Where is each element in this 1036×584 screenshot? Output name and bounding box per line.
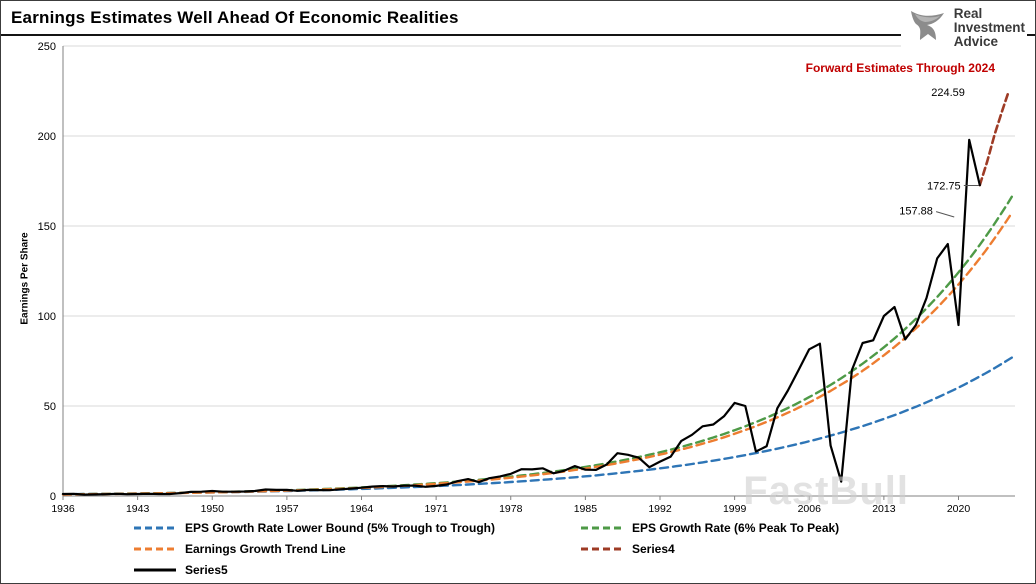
legend-swatch xyxy=(134,547,176,550)
x-tick-label: 1936 xyxy=(51,503,75,515)
x-tick-label: 1978 xyxy=(499,503,523,515)
x-tick-label: 2013 xyxy=(872,503,896,515)
value-label: 172.75 xyxy=(927,181,961,193)
y-tick-label: 0 xyxy=(50,491,56,503)
x-tick-label: 1992 xyxy=(648,503,672,515)
legend-swatch xyxy=(581,547,623,550)
y-axis-title: Earnings Per Share xyxy=(19,232,31,325)
logo-text: Real Investment Advice xyxy=(953,6,1025,50)
series-line xyxy=(61,138,981,496)
legend-item: Series4 xyxy=(580,541,839,556)
legend-item: EPS Growth Rate Lower Bound (5% Trough t… xyxy=(133,520,580,535)
legend-swatch xyxy=(134,568,176,571)
x-tick-label: 1964 xyxy=(350,503,374,515)
legend-item: Series5 xyxy=(133,562,580,577)
x-tick-label: 2020 xyxy=(947,503,971,515)
x-tick-label: 1985 xyxy=(574,503,598,515)
x-tick-label: 1943 xyxy=(126,503,150,515)
header-divider xyxy=(1,34,1035,36)
x-tick-label: 1971 xyxy=(424,503,448,515)
legend-item: EPS Growth Rate (6% Peak To Peak) xyxy=(580,520,839,535)
logo-line3: Advice xyxy=(953,34,998,50)
legend-label: Series5 xyxy=(185,562,228,577)
value-label: 224.59 xyxy=(931,87,965,99)
y-tick-label: 200 xyxy=(38,131,56,143)
value-label-leader xyxy=(935,211,955,218)
legend-swatch xyxy=(581,526,623,529)
x-tick-label: 1999 xyxy=(723,503,747,515)
x-tick-label: 1950 xyxy=(201,503,225,515)
y-tick-label: 50 xyxy=(44,401,56,413)
legend-swatch xyxy=(134,526,176,529)
watermark: FastBull xyxy=(743,469,909,513)
logo-line2: Investment xyxy=(953,20,1025,36)
y-tick-label: 150 xyxy=(38,221,56,233)
series-line xyxy=(61,195,1013,496)
y-tick-label: 100 xyxy=(38,311,56,323)
legend-label: Series4 xyxy=(632,541,675,556)
eagle-icon xyxy=(909,9,947,48)
legend-label: EPS Growth Rate Lower Bound (5% Trough t… xyxy=(185,520,495,535)
real-investment-advice-logo: Real Investment Advice xyxy=(900,5,1027,52)
chart-legend: EPS Growth Rate Lower Bound (5% Trough t… xyxy=(133,520,839,577)
legend-label: Earnings Growth Trend Line xyxy=(185,541,346,556)
x-tick-label: 1957 xyxy=(275,503,299,515)
series-line xyxy=(978,90,1010,187)
page-title: Earnings Estimates Well Ahead Of Economi… xyxy=(11,8,459,27)
y-tick-label: 250 xyxy=(38,41,56,53)
legend-label: EPS Growth Rate (6% Peak To Peak) xyxy=(632,520,840,535)
legend-item: Earnings Growth Trend Line xyxy=(133,541,580,556)
series-line xyxy=(61,211,1013,496)
forward-estimates-annotation: Forward Estimates Through 2024 xyxy=(805,61,995,75)
x-tick-label: 2006 xyxy=(798,503,822,515)
logo-line1: Real xyxy=(953,6,983,21)
value-label: 157.88 xyxy=(899,206,933,218)
